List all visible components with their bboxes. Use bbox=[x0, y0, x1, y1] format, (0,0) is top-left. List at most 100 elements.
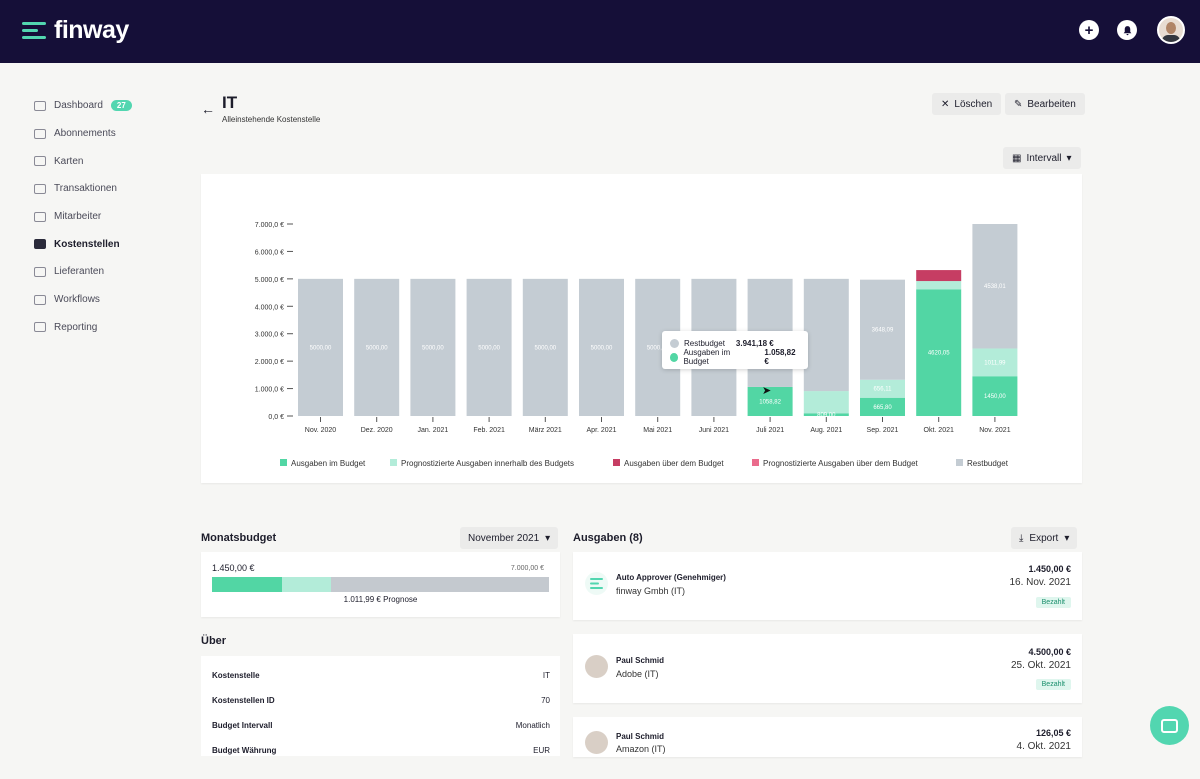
about-card: Kostenstelle IT Kostenstellen ID 70 Budg… bbox=[201, 656, 560, 756]
expense-name: Paul Schmid bbox=[616, 732, 665, 741]
delete-label: Löschen bbox=[954, 98, 993, 110]
export-label: Export bbox=[1029, 532, 1059, 544]
interval-label: Intervall bbox=[1026, 152, 1062, 164]
sidebar-item-label: Mitarbeiter bbox=[54, 211, 102, 223]
sidebar-item-label: Workflows bbox=[54, 294, 100, 306]
sidebar-item-lieferanten[interactable]: Lieferanten bbox=[34, 258, 184, 286]
avatar bbox=[585, 731, 608, 754]
bar-value-label: 5000,00 bbox=[310, 345, 332, 351]
expense-item[interactable]: Paul Schmid Adobe (IT) 4.500,00 € 25. Ok… bbox=[573, 634, 1082, 703]
budget-total: 7.000,00 € bbox=[510, 565, 544, 572]
workflow-icon bbox=[34, 294, 46, 305]
avatar bbox=[585, 655, 608, 678]
sidebar-item-label: Lieferanten bbox=[54, 266, 105, 278]
pencil-icon: ✎ bbox=[1014, 98, 1023, 110]
sidebar-item-label: Reporting bbox=[54, 321, 98, 333]
sidebar-item-dashboard[interactable]: Dashboard 27 bbox=[34, 92, 184, 120]
finway-logo[interactable]: finway bbox=[22, 16, 129, 45]
budget-progress-bar bbox=[212, 577, 549, 592]
logo-icon bbox=[22, 19, 46, 43]
page-subtitle: Alleinstehende Kostenstelle bbox=[222, 115, 321, 124]
x-tick-label: Juli 2021 bbox=[756, 427, 784, 434]
bar-segment bbox=[860, 379, 905, 398]
legend-swatch bbox=[752, 459, 759, 466]
delete-button[interactable]: ✕ Löschen bbox=[932, 93, 1002, 115]
legend-swatch bbox=[613, 459, 620, 466]
expenses-title: Ausgaben (8) bbox=[573, 532, 643, 544]
bar-value-label: 3648,09 bbox=[872, 328, 894, 334]
count-badge: 27 bbox=[110, 100, 132, 112]
user-avatar[interactable] bbox=[1157, 16, 1185, 44]
about-key: Kostenstelle bbox=[212, 671, 260, 680]
legend-label: Restbudget bbox=[967, 459, 1009, 468]
expense-item[interactable]: Auto Approver (Genehmiger) finway Gmbh (… bbox=[573, 552, 1082, 620]
legend-label: Ausgaben über dem Budget bbox=[624, 459, 724, 468]
budget-forecast-text: 1.011,99 € Prognose bbox=[343, 595, 418, 604]
expense-merchant: finway Gmbh (IT) bbox=[616, 586, 686, 596]
y-tick-label: 4.000,0 € bbox=[255, 304, 284, 311]
expense-merchant: Amazon (IT) bbox=[616, 744, 666, 754]
sidebar-item-abonnements[interactable]: Abonnements bbox=[34, 120, 184, 148]
bell-icon[interactable] bbox=[1117, 20, 1137, 40]
sidebar-item-reporting[interactable]: Reporting bbox=[34, 314, 184, 342]
sidebar-item-mitarbeiter[interactable]: Mitarbeiter bbox=[34, 203, 184, 231]
chat-icon[interactable] bbox=[1150, 706, 1189, 745]
x-tick-label: Aug. 2021 bbox=[810, 427, 842, 434]
about-title: Über bbox=[201, 635, 227, 647]
about-value: EUR bbox=[533, 746, 550, 755]
tooltip-dot bbox=[670, 338, 679, 348]
bar-value-label: 809,00 bbox=[817, 413, 836, 419]
x-tick-label: März 2021 bbox=[529, 427, 562, 434]
month-select-value: November 2021 bbox=[468, 532, 540, 544]
export-button[interactable]: ⤓ Export ▾ bbox=[1011, 527, 1078, 549]
interval-dropdown[interactable]: ▦ Intervall ▾ bbox=[1003, 147, 1081, 169]
bar-value-label: 5000,00 bbox=[478, 345, 500, 351]
legend-swatch bbox=[280, 459, 287, 466]
y-tick-label: 3.000,0 € bbox=[255, 332, 284, 339]
tooltip-dot bbox=[670, 352, 679, 362]
tooltip-value: 3.941,18 € bbox=[735, 338, 774, 348]
bar-value-label: 5000,00 bbox=[591, 345, 613, 351]
bar-segment bbox=[803, 278, 849, 392]
logo-text: finway bbox=[54, 16, 129, 44]
sidebar-item-transaktionen[interactable]: Transaktionen bbox=[34, 175, 184, 203]
chevron-down-icon: ▾ bbox=[1066, 152, 1072, 164]
legend-label: Prognostizierte Ausgaben über dem Budget bbox=[763, 459, 919, 468]
sidebar-item-label: Transaktionen bbox=[54, 183, 117, 195]
month-select[interactable]: November 2021 ▾ bbox=[460, 527, 559, 549]
x-tick-label: Dez. 2020 bbox=[361, 427, 393, 434]
mouse-cursor-icon: ➤ bbox=[762, 385, 772, 397]
chart-tooltip: Restbudget 3.941,18 € Ausgaben im Budget… bbox=[662, 331, 808, 369]
page-title: IT bbox=[222, 93, 238, 112]
bar-segment bbox=[916, 281, 962, 290]
bar-segment bbox=[354, 278, 400, 416]
about-key: Budget Intervall bbox=[212, 721, 273, 730]
calendar-icon: ▦ bbox=[1012, 152, 1022, 164]
top-bar: finway + bbox=[0, 0, 1200, 63]
bar-segment bbox=[747, 386, 793, 416]
x-tick-label: Feb. 2021 bbox=[473, 427, 505, 434]
edit-button[interactable]: ✎ Bearbeiten bbox=[1005, 93, 1085, 115]
about-row: Budget Währung EUR bbox=[212, 746, 550, 755]
sidebar-item-karten[interactable]: Karten bbox=[34, 147, 184, 175]
bar-value-label: 4620,05 bbox=[928, 351, 950, 357]
expense-amount: 4.500,00 € bbox=[1028, 647, 1071, 657]
sidebar-item-workflows[interactable]: Workflows bbox=[34, 286, 184, 314]
expense-merchant: Adobe (IT) bbox=[616, 669, 659, 679]
expense-date: 25. Okt. 2021 bbox=[1010, 660, 1071, 671]
about-value: 70 bbox=[541, 696, 550, 705]
expense-date: 4. Okt. 2021 bbox=[1016, 741, 1071, 752]
bar-value-label: 656,11 bbox=[874, 387, 893, 393]
expense-item[interactable]: Paul Schmid Amazon (IT) 126,05 € 4. Okt.… bbox=[573, 717, 1082, 757]
sidebar-item-label: Kostenstellen bbox=[54, 238, 120, 250]
bar-segment bbox=[803, 391, 849, 414]
about-key: Kostenstellen ID bbox=[212, 696, 275, 705]
chevron-down-icon: ▾ bbox=[545, 532, 551, 544]
sidebar-item-kostenstellen[interactable]: Kostenstellen bbox=[34, 230, 184, 258]
finway-logo-icon bbox=[585, 572, 608, 595]
back-arrow-icon[interactable]: ← bbox=[201, 101, 215, 117]
chevron-down-icon: ▾ bbox=[1064, 532, 1070, 544]
sidebar-item-label: Abonnements bbox=[54, 128, 116, 140]
plus-icon[interactable]: + bbox=[1079, 20, 1099, 40]
sidebar-item-label: Dashboard bbox=[54, 100, 103, 112]
